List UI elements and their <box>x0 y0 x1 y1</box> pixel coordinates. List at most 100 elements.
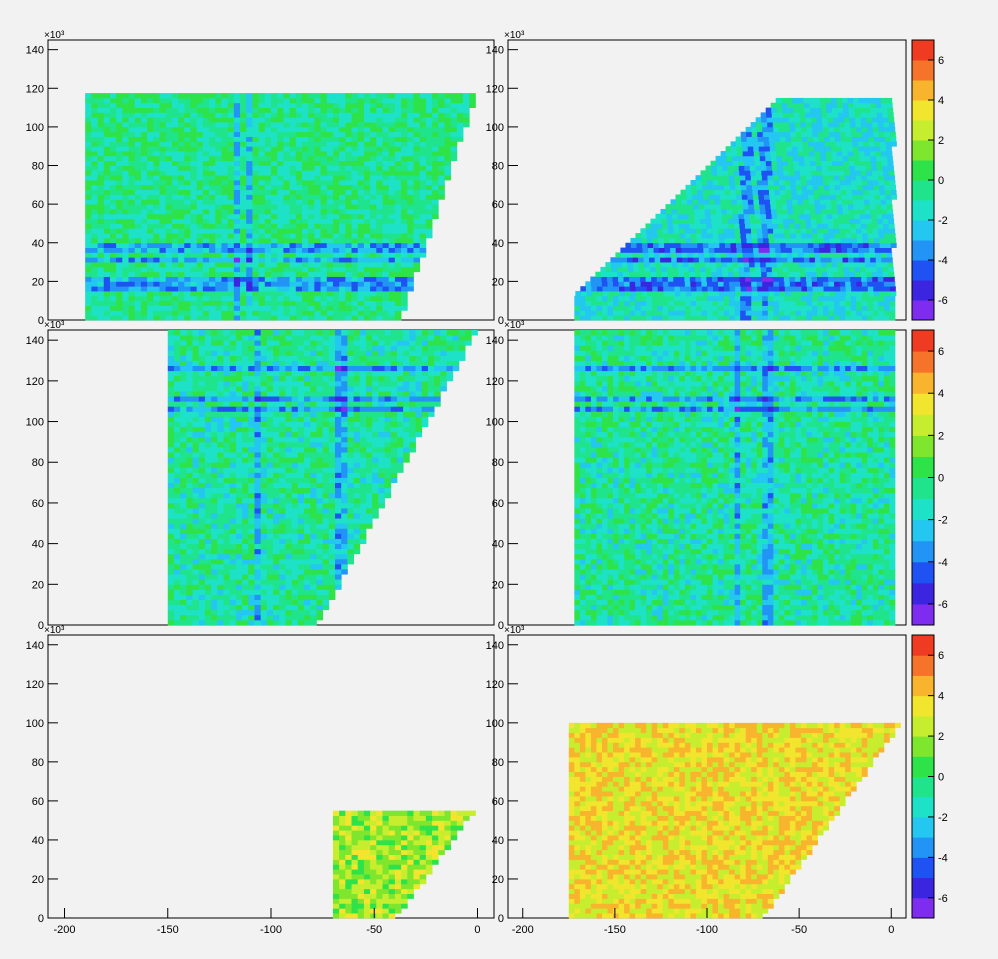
heatmap-cell <box>233 126 241 133</box>
heatmap-cell <box>808 199 815 205</box>
heatmap-cell <box>867 300 874 306</box>
heatmap-cell <box>326 141 334 147</box>
heatmap-cell <box>735 291 742 297</box>
heatmap-cell <box>258 281 266 287</box>
heatmap-cell <box>869 247 876 253</box>
heatmap-cell <box>159 204 167 210</box>
heatmap-cell <box>339 107 346 113</box>
heatmap-cell <box>116 107 123 113</box>
heatmap-cell <box>413 97 421 104</box>
heatmap-cell <box>196 141 204 147</box>
heatmap-cell <box>684 315 691 321</box>
heatmap-cell <box>264 102 272 108</box>
heatmap-cell <box>301 237 309 244</box>
heatmap-cell <box>629 310 636 316</box>
heatmap-cell <box>692 252 699 258</box>
heatmap-cell <box>165 189 173 195</box>
heatmap-cell <box>413 228 421 234</box>
heatmap-cell <box>736 199 743 205</box>
heatmap-cell <box>215 155 222 162</box>
heatmap-cell <box>264 281 272 287</box>
heatmap-cell <box>885 189 891 195</box>
heatmap-cell <box>221 247 229 253</box>
heatmap-cell <box>815 266 822 273</box>
heatmap-cell <box>671 204 677 210</box>
heatmap-cell <box>867 180 874 186</box>
heatmap-cell <box>771 112 778 118</box>
heatmap-cell <box>820 257 827 263</box>
heatmap-cell <box>264 257 272 263</box>
heatmap-cell <box>140 286 148 292</box>
heatmap-cell <box>85 247 92 253</box>
heatmap-cell <box>413 199 421 205</box>
heatmap-cell <box>767 126 774 133</box>
heatmap-cell <box>394 257 402 263</box>
heatmap-cell <box>865 107 872 113</box>
heatmap-cell <box>761 117 768 123</box>
heatmap-cell <box>852 199 859 205</box>
heatmap-cell <box>128 107 136 113</box>
heatmap-cell <box>456 136 464 142</box>
heatmap-cell <box>370 199 377 205</box>
heatmap-cell <box>252 117 260 123</box>
heatmap-cell <box>122 199 129 205</box>
heatmap-cell <box>109 199 117 205</box>
heatmap-cell <box>780 189 786 195</box>
heatmap-cell <box>401 131 408 137</box>
heatmap-cell <box>345 208 352 215</box>
heatmap-cell <box>673 223 680 229</box>
heatmap-cell <box>202 112 210 118</box>
heatmap-cell <box>103 213 111 220</box>
heatmap-cell <box>184 247 191 253</box>
heatmap-cell <box>295 180 303 186</box>
heatmap-cell <box>233 218 241 224</box>
heatmap-cell <box>295 208 303 215</box>
heatmap-cell <box>382 310 390 316</box>
heatmap-cell <box>128 305 136 311</box>
heatmap-cell <box>720 257 727 263</box>
heatmap-cell <box>320 266 328 273</box>
heatmap-cell <box>291 558 299 565</box>
heatmap-cell <box>291 619 299 626</box>
heatmap-cell <box>370 281 377 287</box>
heatmap-cell <box>184 300 191 306</box>
heatmap-cell <box>425 223 433 229</box>
heatmap-cell <box>819 146 826 152</box>
heatmap-cell <box>846 141 853 147</box>
heatmap-cell <box>184 117 191 123</box>
heatmap-cell <box>833 175 840 181</box>
heatmap-cell <box>751 310 758 316</box>
heatmap-cell <box>91 122 98 128</box>
heatmap-cell <box>258 237 266 244</box>
heatmap-cell <box>184 141 191 147</box>
heatmap-cell <box>388 218 396 224</box>
heatmap-cell <box>264 271 272 277</box>
heatmap-cell <box>889 286 896 292</box>
heatmap-cell <box>140 93 148 99</box>
heatmap-cell <box>209 151 216 157</box>
heatmap-cell <box>783 117 790 123</box>
heatmap-cell <box>140 146 148 152</box>
heatmap-cell <box>725 146 732 152</box>
heatmap-cell <box>829 242 836 248</box>
heatmap-cell <box>724 242 731 248</box>
heatmap-cell <box>873 286 880 292</box>
heatmap-cell <box>258 180 266 186</box>
heatmap-cell <box>209 300 216 306</box>
heatmap-cell <box>690 310 697 316</box>
heatmap-cell <box>320 291 328 297</box>
heatmap-cell <box>109 204 117 210</box>
heatmap-cell <box>590 276 597 282</box>
heatmap-cell <box>326 208 334 215</box>
heatmap-cell <box>376 97 383 104</box>
heatmap-cell <box>618 305 625 311</box>
heatmap-cell <box>890 184 896 191</box>
heatmap-cell <box>190 136 198 142</box>
heatmap-cell <box>881 262 888 268</box>
heatmap-cell <box>751 131 758 137</box>
heatmap-cell <box>860 213 866 220</box>
heatmap-cell <box>248 574 255 580</box>
heatmap-cell <box>739 170 746 176</box>
heatmap-cell <box>291 584 299 590</box>
heatmap-cell <box>376 184 383 191</box>
